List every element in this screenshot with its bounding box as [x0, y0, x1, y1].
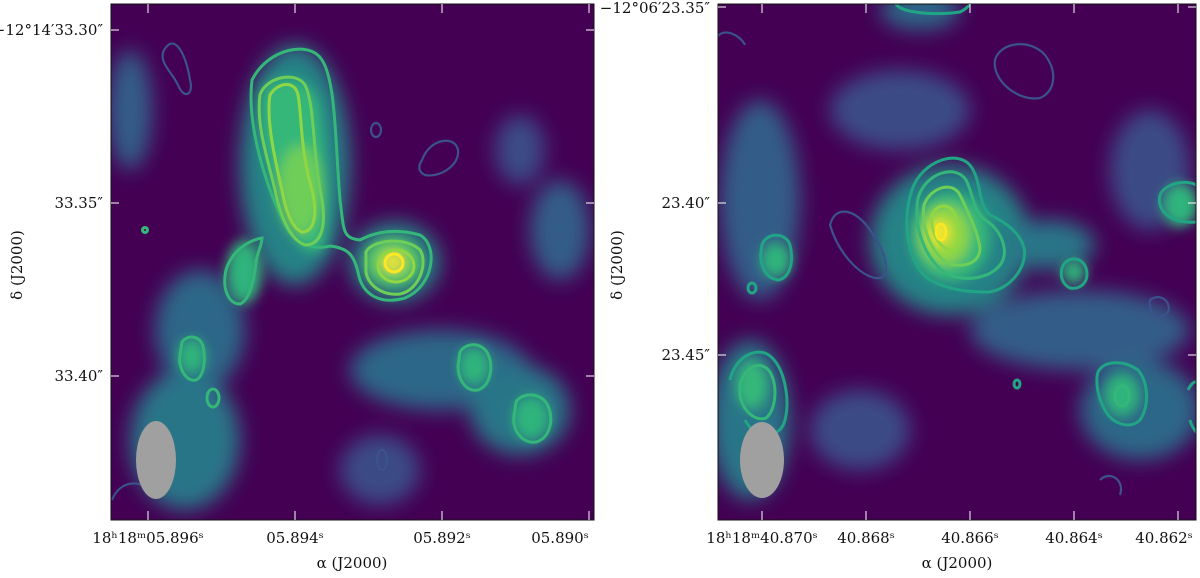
left-xtick-4: 05.890ˢ: [531, 529, 589, 547]
right-panel: −12°06′23.35″ 23.40″ 23.45″ 18ʰ18ᵐ40.870…: [600, 0, 1197, 572]
right-ticks: [718, 4, 1196, 520]
left-x-axis-label: α (J2000): [317, 554, 388, 572]
left-plot-frame: [110, 3, 595, 521]
left-xtick-1: 18ʰ18ᵐ05.896ˢ: [92, 529, 203, 547]
right-x-axis-label: α (J2000): [922, 554, 993, 572]
right-xtick-5: 40.862ˢ: [1135, 529, 1193, 547]
right-plot-frame: [717, 3, 1197, 521]
left-ticks: [111, 4, 594, 520]
left-emission-map: [111, 42, 590, 510]
right-xtick-3: 40.866ˢ: [941, 529, 999, 547]
left-xtick-2: 05.894ˢ: [266, 529, 324, 547]
right-y-axis-label: δ (J2000): [608, 230, 626, 300]
right-ytick-3: 23.45″: [661, 346, 710, 364]
right-ytick-2: 23.40″: [661, 194, 710, 212]
right-xtick-2: 40.868ˢ: [837, 529, 895, 547]
left-xtick-3: 05.892ˢ: [413, 529, 471, 547]
right-xtick-1: 18ʰ18ᵐ40.870ˢ: [706, 529, 817, 547]
left-ytick-1: −12°14′33.30″: [0, 21, 103, 39]
left-y-axis-label: δ (J2000): [8, 230, 26, 300]
right-beam-ellipse: [740, 422, 784, 498]
left-beam-ellipse: [136, 421, 176, 499]
left-ytick-2: 33.35″: [54, 194, 103, 212]
right-emission-map: [718, 4, 1196, 500]
left-ytick-3: 33.40″: [54, 367, 103, 385]
left-panel: −12°14′33.30″ 33.35″ 33.40″ 18ʰ18ᵐ05.896…: [0, 3, 595, 572]
right-ytick-1: −12°06′23.35″: [600, 0, 711, 17]
right-xtick-4: 40.864ˢ: [1045, 529, 1103, 547]
